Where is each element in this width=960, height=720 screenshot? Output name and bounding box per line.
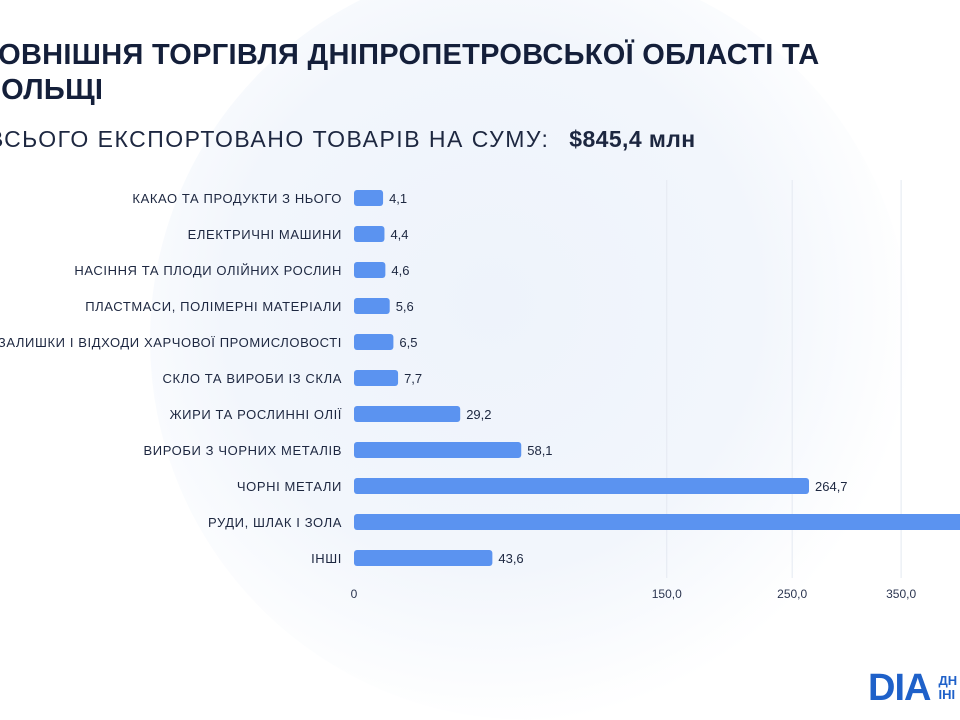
- category-label: ВИРОБИ З ЧОРНИХ МЕТАЛІВ: [143, 443, 342, 458]
- category-label: НАСІННЯ ТА ПЛОДИ ОЛІЙНИХ РОСЛИН: [74, 263, 342, 278]
- category-label: ЖИРИ ТА РОСЛИННІ ОЛІЇ: [170, 407, 342, 422]
- bar: [354, 298, 390, 314]
- x-tick-label: 250,0: [777, 587, 807, 601]
- export-total-label: ВСЬОГО ЕКСПОРТОВАНО ТОВАРІВ НА СУМУ:: [0, 126, 550, 152]
- value-label: 4,4: [390, 227, 408, 242]
- value-label: 58,1: [527, 443, 552, 458]
- page-title: ЗОВНІШНЯ ТОРГІВЛЯ ДНІПРОПЕТРОВСЬКОЇ ОБЛА…: [0, 39, 820, 106]
- category-label: ЗАЛИШКИ І ВІДХОДИ ХАРЧОВОЇ ПРОМИСЛОВОСТІ: [0, 335, 342, 350]
- bar: [354, 478, 810, 494]
- category-label: КАКАО ТА ПРОДУКТИ З НЬОГО: [132, 191, 342, 206]
- value-label: 4,6: [391, 263, 409, 278]
- value-label: 6,5: [399, 335, 417, 350]
- value-label: 29,2: [466, 407, 491, 422]
- x-tick-label: 150,0: [652, 587, 682, 601]
- bar: [354, 406, 461, 422]
- category-label: ЕЛЕКТРИЧНІ МАШИНИ: [188, 227, 342, 242]
- background-blob: [150, 0, 910, 720]
- x-tick-label: 0: [351, 587, 358, 601]
- category-label: ЧОРНІ МЕТАЛИ: [237, 479, 342, 494]
- value-label: 264,7: [815, 479, 848, 494]
- category-label: ІНШІ: [311, 551, 342, 566]
- bar: [354, 226, 385, 242]
- bar: [354, 334, 394, 350]
- bar: [354, 442, 522, 458]
- export-total-line: ВСЬОГО ЕКСПОРТОВАНО ТОВАРІВ НА СУМУ: $84…: [0, 126, 696, 153]
- logo-text: ДН ІНІ: [938, 673, 958, 702]
- export-total-value: $845,4 млн: [569, 126, 696, 152]
- category-label: ПЛАСТМАСИ, ПОЛІМЕРНІ МАТЕРІАЛИ: [85, 299, 342, 314]
- x-tick-label: 350,0: [886, 587, 916, 601]
- category-label: СКЛО ТА ВИРОБИ ІЗ СКЛА: [163, 371, 342, 386]
- bar: [354, 190, 384, 206]
- bar: [354, 514, 960, 530]
- value-label: 4,1: [389, 191, 407, 206]
- dia-logo: DIA ДН ІНІ: [868, 666, 958, 709]
- bar: [354, 370, 399, 386]
- logo-mark: DIA: [868, 666, 931, 709]
- category-label: РУДИ, ШЛАК І ЗОЛА: [208, 515, 342, 530]
- value-label: 43,6: [498, 551, 523, 566]
- bar: [354, 550, 493, 566]
- value-label: 7,7: [404, 371, 422, 386]
- bar: [354, 262, 386, 278]
- value-label: 5,6: [396, 299, 414, 314]
